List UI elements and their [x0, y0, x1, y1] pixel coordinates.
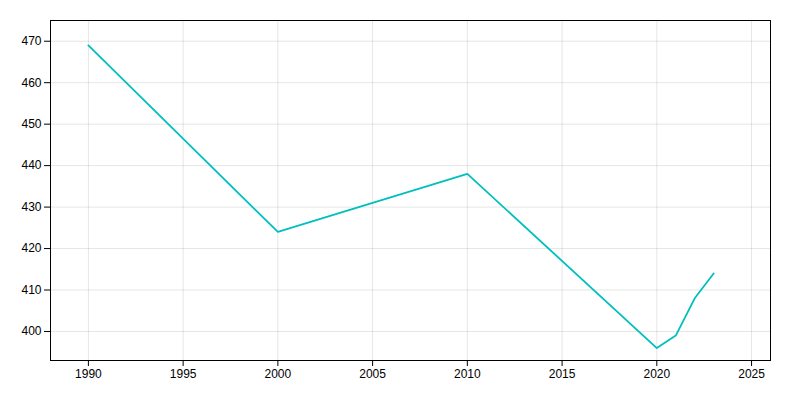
- svg-text:430: 430: [21, 200, 41, 214]
- svg-text:440: 440: [21, 158, 41, 172]
- svg-text:1995: 1995: [170, 367, 197, 381]
- svg-text:1990: 1990: [75, 367, 102, 381]
- svg-text:420: 420: [21, 241, 41, 255]
- svg-text:460: 460: [21, 76, 41, 90]
- svg-text:410: 410: [21, 283, 41, 297]
- svg-text:400: 400: [21, 324, 41, 338]
- svg-text:2000: 2000: [265, 367, 292, 381]
- svg-text:2020: 2020: [643, 367, 670, 381]
- svg-text:2015: 2015: [549, 367, 576, 381]
- svg-text:2010: 2010: [454, 367, 481, 381]
- svg-text:470: 470: [21, 34, 41, 48]
- svg-text:2025: 2025: [738, 367, 765, 381]
- svg-text:450: 450: [21, 117, 41, 131]
- svg-text:2005: 2005: [359, 367, 386, 381]
